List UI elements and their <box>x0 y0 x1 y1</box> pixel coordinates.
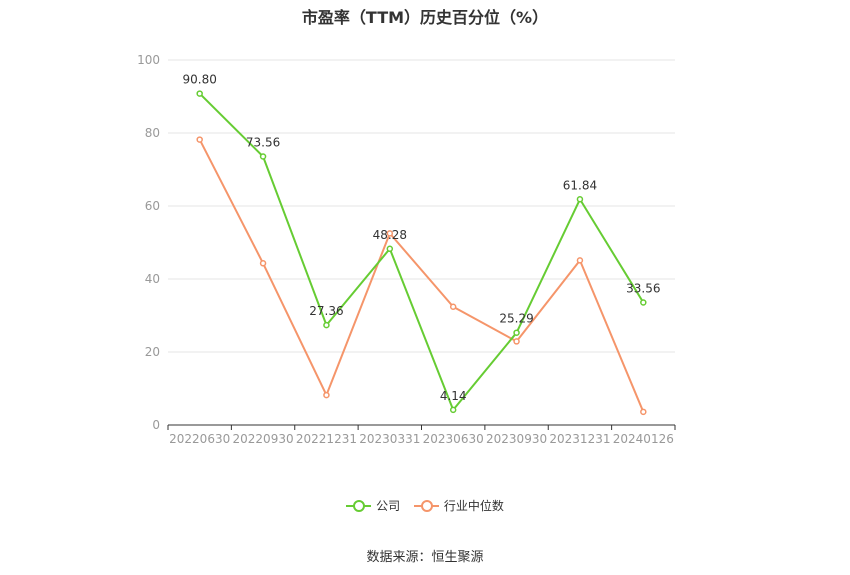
data-label-company: 25.29 <box>499 312 533 326</box>
data-point-industry-median <box>640 408 647 416</box>
data-point-company <box>386 245 394 253</box>
chart-title: 市盈率（TTM）历史百分位（%） <box>301 8 549 27</box>
legend-swatch-industry-median <box>413 499 439 513</box>
data-point-company <box>640 299 647 306</box>
data-label-company: 48.28 <box>373 228 407 242</box>
data-point-industry-median <box>576 257 584 264</box>
data-label-company: 33.56 <box>626 282 660 296</box>
x-tick-label: 20220930 <box>233 432 294 446</box>
data-point-company <box>513 329 520 336</box>
series-line-company <box>198 92 645 411</box>
x-tick-label: 20230930 <box>486 432 547 446</box>
data-point-industry-median <box>259 260 267 267</box>
x-tick-label: 20230331 <box>359 432 420 446</box>
legend-swatch-company <box>346 499 372 513</box>
data-point-industry-median <box>449 303 457 310</box>
legend-item-industry-median[interactable]: 行业中位数 <box>413 497 504 514</box>
legend-label-industry-median: 行业中位数 <box>443 499 504 513</box>
data-point-company <box>449 406 457 414</box>
data-point-company <box>576 196 584 203</box>
data-point-company <box>259 153 267 160</box>
y-tick-label: 40 <box>145 272 160 286</box>
data-point-company <box>196 90 203 97</box>
data-label-company: 73.56 <box>246 136 280 150</box>
x-tick-label: 20240126 <box>613 432 674 446</box>
y-tick-label: 20 <box>145 345 160 359</box>
x-tick-label: 20230630 <box>423 432 484 446</box>
data-source-note: 数据来源：恒生聚源 <box>366 550 484 565</box>
x-tick-label: 20221231 <box>296 432 357 446</box>
legend-item-company[interactable]: 公司 <box>346 497 400 514</box>
y-tick-label: 60 <box>145 199 160 213</box>
series-line-industry-median <box>198 139 645 413</box>
y-tick-label: 80 <box>145 126 160 140</box>
data-point-industry-median <box>323 391 330 399</box>
data-point-industry-median <box>386 230 394 237</box>
data-label-company: 27.36 <box>309 304 343 318</box>
legend-label-company: 公司 <box>376 499 401 513</box>
data-label-company: 4.14 <box>440 389 467 403</box>
y-tick-label: 100 <box>137 53 160 67</box>
data-point-company <box>323 321 330 329</box>
x-tick-label: 20220630 <box>169 432 230 446</box>
data-label-company: 90.80 <box>183 73 217 87</box>
legend: 公司 行业中位数 <box>0 497 850 516</box>
data-label-company: 61.84 <box>563 178 597 192</box>
x-tick-label: 20231231 <box>549 432 610 446</box>
data-point-industry-median <box>196 136 203 143</box>
data-point-industry-median <box>513 338 520 345</box>
y-tick-label: 0 <box>152 418 160 432</box>
